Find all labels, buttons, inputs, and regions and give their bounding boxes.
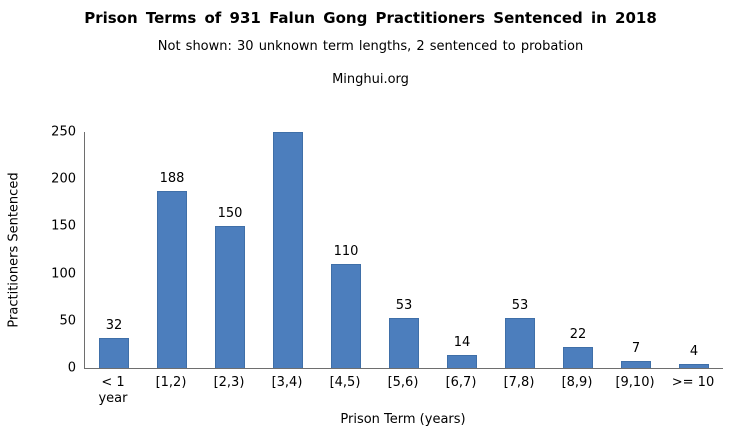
x-tick-line: [1,2) [155, 375, 187, 390]
bar-cell: 32 [85, 132, 143, 368]
bar [331, 264, 361, 368]
bar [389, 317, 419, 368]
bar-cell: 110 [317, 132, 375, 368]
bar-value-label: 4 [689, 344, 699, 360]
bar-cell [259, 132, 317, 368]
bars-container: 32 188 150 110 53 14 53 22 7 4 [85, 132, 723, 368]
x-tick-line: [2,3) [213, 375, 245, 390]
x-tick-line: [4,5) [329, 375, 361, 390]
bar-cell: 53 [375, 132, 433, 368]
bar [273, 132, 303, 368]
bar-value-label: 150 [217, 206, 243, 222]
plot-area: 0 50 100 150 200 250 32 188 150 110 53 14 53 22 7 4 [51, 126, 723, 375]
y-tick-label: 150 [51, 218, 76, 234]
x-tick-line: [6,7) [445, 375, 477, 390]
bar-value-label: 53 [511, 297, 529, 313]
bar-value-label: 32 [105, 317, 123, 333]
x-tick-line: [9,10) [615, 375, 655, 390]
x-tick-label: [5,6) [374, 375, 432, 407]
bar [679, 364, 709, 368]
x-axis-labels: < 1 year [1,2) [2,3) [3,4) [4,5) [5,6) [6,7) [7,… [84, 375, 722, 407]
x-axis-title: Prison Term (years) [340, 412, 466, 427]
x-tick-line: [5,6) [387, 375, 419, 390]
x-tick-line: [3,4) [271, 375, 303, 390]
x-tick-label: [8,9) [548, 375, 606, 407]
x-tick-line: < 1 [101, 375, 125, 390]
bar-value-label: 14 [453, 334, 471, 350]
bar-value-label: 110 [333, 244, 359, 260]
bar-cell: 150 [201, 132, 259, 368]
bar-cell: 7 [607, 132, 665, 368]
chart-source: Minghui.org [332, 72, 409, 87]
x-tick-line: >= 10 [671, 375, 715, 390]
x-tick-line: [8,9) [561, 375, 593, 390]
chart-subtitle: Not shown: 30 unknown term lengths, 2 se… [157, 39, 584, 54]
bar-value-label: 53 [395, 297, 413, 313]
bar-cell: 188 [143, 132, 201, 368]
bar-value-label: 22 [569, 327, 587, 343]
bar-value-label: 188 [159, 170, 185, 186]
x-tick-label: [3,4) [258, 375, 316, 407]
bar-cell: 53 [491, 132, 549, 368]
y-axis-ticks: 0 50 100 150 200 250 [51, 126, 723, 375]
y-axis-title: Practitioners Sentenced [6, 172, 22, 328]
y-tick-label: 50 [59, 313, 76, 329]
bar-value-label: 7 [631, 341, 641, 357]
bar [505, 317, 535, 368]
x-tick-label: [4,5) [316, 375, 374, 407]
x-tick-label: [9,10) [606, 375, 664, 407]
bar [563, 347, 593, 368]
x-tick-label: >= 10 [664, 375, 722, 407]
bar-cell: 4 [665, 132, 723, 368]
x-tick-line: year [98, 391, 128, 406]
x-tick-line: [7,8) [503, 375, 535, 390]
x-tick-label: < 1 year [84, 375, 142, 407]
x-tick-label: [2,3) [200, 375, 258, 407]
chart-title: Prison Terms of 931 Falun Gong Practitio… [84, 9, 657, 27]
x-tick-label: [6,7) [432, 375, 490, 407]
bar [215, 226, 245, 368]
x-tick-label: [7,8) [490, 375, 548, 407]
y-tick-label: 0 [67, 360, 76, 376]
bar [99, 337, 129, 368]
bar [447, 354, 477, 368]
bar [621, 361, 651, 368]
y-tick-label: 250 [51, 124, 76, 140]
y-tick-label: 200 [51, 171, 76, 187]
bar-cell: 22 [549, 132, 607, 368]
y-tick-label: 100 [51, 266, 76, 282]
bar-cell: 14 [433, 132, 491, 368]
bar [157, 190, 187, 368]
x-tick-label: [1,2) [142, 375, 200, 407]
